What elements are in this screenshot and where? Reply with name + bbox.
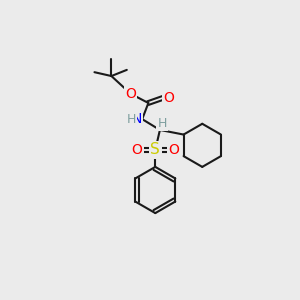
Text: O: O [125, 87, 136, 101]
Text: O: O [168, 143, 179, 157]
Text: S: S [150, 142, 160, 158]
Text: O: O [131, 143, 142, 157]
Text: H: H [127, 113, 136, 126]
Text: O: O [163, 91, 174, 105]
Text: N: N [132, 112, 142, 126]
Text: H: H [158, 116, 167, 130]
